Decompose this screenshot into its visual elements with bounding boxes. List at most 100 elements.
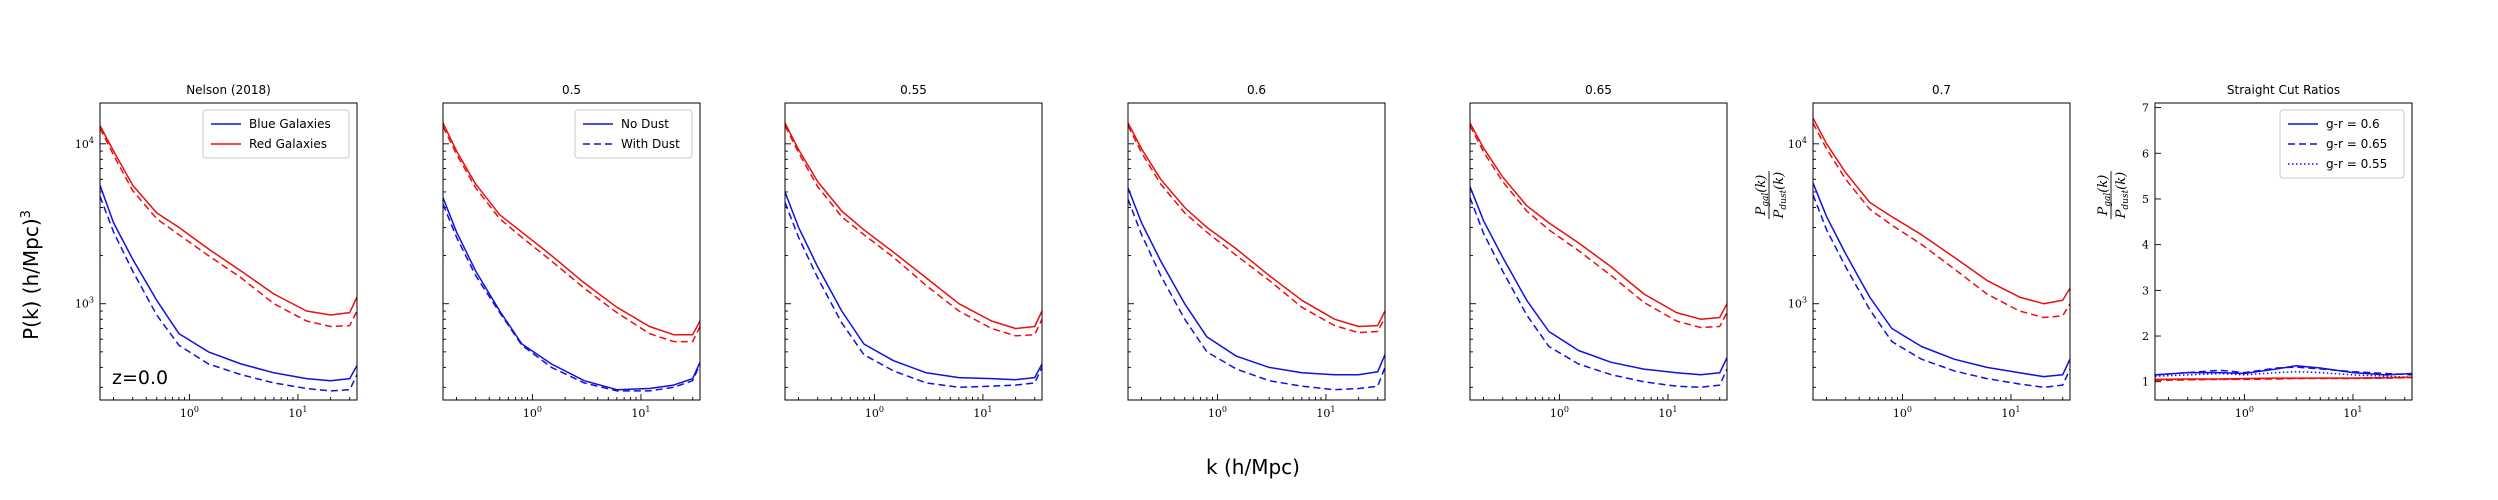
series-line-4	[785, 202, 1042, 389]
series-line-1	[1470, 122, 1727, 320]
axes-frame	[1469, 102, 1728, 401]
x-tick-label: 101	[288, 405, 307, 420]
legend-label: Blue Galaxies	[249, 117, 331, 131]
series-group	[1128, 122, 1385, 391]
chart-panel-7: Straight Cut Ratios 100 101 1 2 3 4 5 6 7 g-r = 0.…	[2096, 83, 2413, 420]
legend-label: g-r = 0.55	[2326, 157, 2387, 171]
series-line-3	[785, 191, 1042, 381]
series-group	[2155, 364, 2412, 382]
panels: Nelson (2018) 100 101 103 104 Blue Galaxies Re…	[75, 83, 2413, 420]
x-tick-label: 100	[2235, 405, 2254, 420]
panel-title: 0.55	[900, 83, 927, 97]
axes-frame	[1812, 102, 2071, 401]
axes-frame	[99, 102, 358, 401]
series-line-2	[443, 126, 700, 343]
series-line-1	[2155, 364, 2412, 376]
figure-xlabel: k (h/Mpc)	[1206, 455, 1300, 479]
series-line-2	[2155, 366, 2412, 376]
series-line-4	[1813, 194, 2070, 389]
x-tick-label: 100	[1208, 405, 1227, 420]
series-line-3	[443, 197, 700, 391]
axes-frame	[2154, 102, 2413, 401]
series-line-2	[1470, 125, 1727, 329]
axes-frame	[442, 102, 701, 401]
series-line-4	[1128, 199, 1385, 391]
axes-frame	[784, 102, 1043, 401]
chart-panel-6: 0.7 100 101 103 104 Pgal(k)Pdust(k)	[1754, 83, 2071, 420]
y-tick-label: 1	[2142, 376, 2149, 389]
x-tick-label: 100	[1550, 405, 1569, 420]
x-tick-label: 101	[2343, 405, 2362, 420]
panel-title: Straight Cut Ratios	[2227, 83, 2340, 97]
figure-ylabel-text: P(k) (h/Mpc)	[19, 218, 43, 340]
series-line-1	[785, 122, 1042, 330]
axes-frame	[1127, 102, 1386, 401]
series-line-4	[100, 196, 357, 392]
series-line-3	[2155, 370, 2412, 378]
y-tick-label: 3	[2142, 284, 2149, 297]
series-line-3	[1128, 187, 1385, 376]
legend-box	[202, 109, 350, 159]
panel-title: 0.6	[1247, 83, 1266, 97]
legend-label: Red Galaxies	[249, 137, 327, 151]
series-group	[443, 122, 700, 392]
panel-annotation: z=0.0	[112, 367, 168, 389]
panel-title: 0.7	[1932, 83, 1951, 97]
y-tick-label: 104	[75, 136, 94, 151]
panel-ylabel-fraction: Pgal(k)Pdust(k)	[1754, 171, 1789, 219]
chart-panel-1: Nelson (2018) 100 101 103 104 Blue Galaxies Re…	[75, 83, 358, 420]
series-line-2	[1128, 125, 1385, 334]
series-line-3	[1813, 182, 2070, 378]
fraction-denominator: Pdust(k)	[2114, 172, 2131, 220]
series-line-4	[1470, 197, 1727, 389]
y-tick-label: 103	[75, 296, 94, 311]
x-tick-label: 101	[1316, 405, 1335, 420]
panel-title: 0.5	[562, 83, 581, 97]
y-tick-label: 104	[1788, 136, 1807, 151]
x-tick-label: 101	[631, 405, 650, 420]
chart-panel-5: 0.65 100 101	[1469, 83, 1728, 420]
chart-panel-3: 0.55 100 101	[784, 83, 1043, 420]
legend-label: No Dust	[621, 117, 669, 131]
legend-box	[2279, 109, 2405, 179]
series-group	[1813, 117, 2070, 389]
fraction-numerator: Pgal(k)	[1754, 175, 1771, 217]
panel-title: 0.65	[1585, 83, 1612, 97]
x-tick-label: 100	[523, 405, 542, 420]
y-tick-label: 7	[2142, 102, 2149, 115]
fraction-numerator: Pgal(k)	[2096, 175, 2113, 217]
series-line-3	[1470, 186, 1727, 376]
series-group	[100, 125, 357, 392]
series-group	[785, 122, 1042, 389]
y-tick-label: 6	[2142, 147, 2149, 160]
chart-panel-2: 0.5 100 101 No Dust With Dust	[442, 83, 701, 420]
series-line-1	[100, 125, 357, 316]
panel-title: Nelson (2018)	[186, 83, 271, 97]
x-tick-label: 101	[1658, 405, 1677, 420]
series-line-2	[100, 127, 357, 328]
y-tick-label: 4	[2142, 239, 2149, 252]
legend-label: With Dust	[621, 137, 680, 151]
y-tick-label: 2	[2142, 330, 2149, 343]
series-line-1	[1813, 117, 2070, 305]
x-tick-label: 100	[865, 405, 884, 420]
panel-ylabel-fraction: Pgal(k)Pdust(k)	[2096, 171, 2131, 219]
series-line-4	[443, 203, 700, 392]
figure-ylabel-sup: 3	[19, 210, 34, 218]
legend-label: g-r = 0.65	[2326, 137, 2387, 151]
x-tick-label: 100	[180, 405, 199, 420]
y-tick-label: 103	[1788, 296, 1807, 311]
legend-label: g-r = 0.6	[2326, 117, 2380, 131]
series-line-1	[1128, 122, 1385, 328]
chart-panel-4: 0.6 100 101	[1127, 83, 1386, 420]
series-line-2	[1813, 122, 2070, 319]
series-line-6	[2155, 376, 2412, 381]
x-tick-label: 101	[973, 405, 992, 420]
legend-box	[574, 109, 693, 159]
y-tick-label: 5	[2142, 193, 2149, 206]
series-line-1	[443, 122, 700, 336]
x-tick-label: 101	[2001, 405, 2020, 420]
series-group	[1470, 122, 1727, 389]
x-tick-label: 100	[1893, 405, 1912, 420]
figure-ylabel: P(k) (h/Mpc)3	[19, 210, 43, 340]
